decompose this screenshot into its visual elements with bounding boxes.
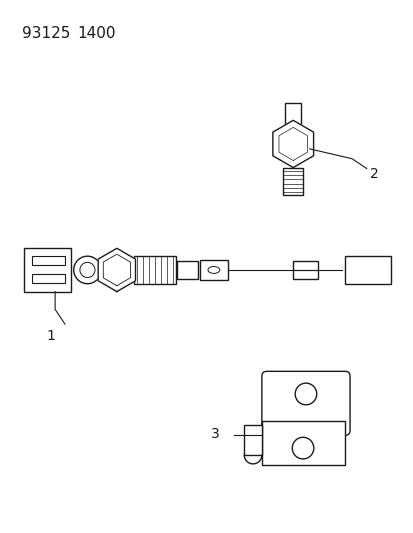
FancyBboxPatch shape	[344, 256, 390, 284]
Text: 3: 3	[211, 427, 219, 441]
FancyBboxPatch shape	[31, 256, 65, 265]
FancyBboxPatch shape	[261, 372, 349, 435]
Circle shape	[294, 383, 316, 405]
Text: 1400: 1400	[78, 26, 116, 41]
FancyBboxPatch shape	[199, 260, 227, 280]
FancyBboxPatch shape	[292, 261, 317, 279]
FancyBboxPatch shape	[31, 274, 65, 282]
Ellipse shape	[207, 266, 219, 273]
Circle shape	[292, 437, 313, 459]
Polygon shape	[272, 120, 313, 167]
Text: 1: 1	[47, 329, 55, 343]
Text: 93125: 93125	[22, 26, 70, 41]
Circle shape	[80, 262, 95, 278]
FancyBboxPatch shape	[283, 167, 302, 195]
Polygon shape	[98, 248, 135, 292]
Circle shape	[74, 256, 101, 284]
FancyBboxPatch shape	[244, 425, 261, 455]
FancyBboxPatch shape	[24, 248, 71, 292]
FancyBboxPatch shape	[261, 421, 344, 465]
Text: 2: 2	[369, 167, 377, 181]
FancyBboxPatch shape	[134, 256, 175, 284]
FancyBboxPatch shape	[285, 103, 300, 124]
FancyBboxPatch shape	[176, 261, 198, 279]
